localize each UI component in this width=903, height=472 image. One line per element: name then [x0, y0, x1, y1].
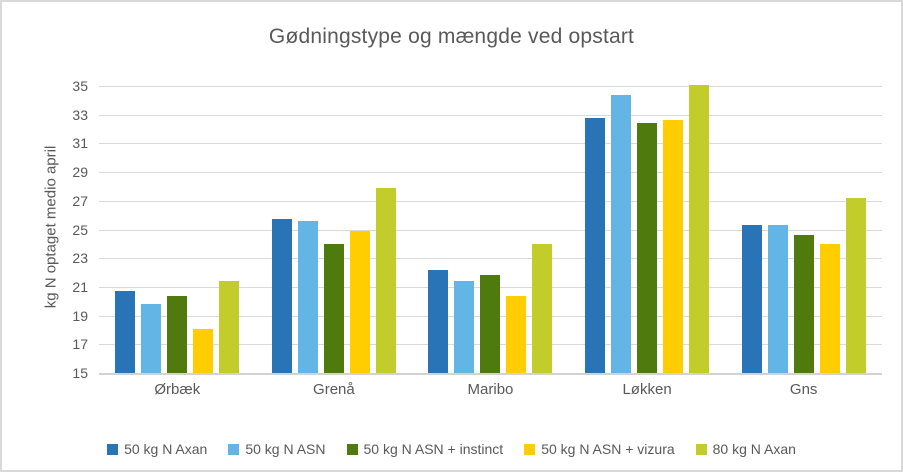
- gridline: [99, 229, 882, 231]
- legend-swatch-icon: [695, 443, 707, 455]
- bar-groups: [99, 84, 882, 373]
- bar: [323, 243, 344, 373]
- legend-item: 50 kg N Axan: [107, 441, 207, 457]
- x-axis-category-label: Maribo: [467, 381, 514, 398]
- gridline: [99, 172, 882, 174]
- legend-swatch-icon: [228, 443, 240, 455]
- y-tick-label: 25: [72, 221, 88, 238]
- bar: [663, 120, 684, 373]
- y-tick-label: 19: [72, 307, 88, 324]
- x-axis-category-label: Løkken: [622, 381, 672, 398]
- y-tick-label: 23: [72, 250, 88, 267]
- x-axis-labels: Ørbæk Grenå Maribo Løkken Gns: [99, 381, 882, 398]
- y-tick-label: 15: [72, 365, 88, 381]
- legend-item: 50 kg N ASN + vizura: [524, 441, 675, 457]
- gridline: [99, 200, 882, 202]
- y-tick-label: 17: [72, 336, 88, 353]
- bar: [454, 281, 475, 373]
- bar: [193, 328, 214, 373]
- bar: [585, 117, 606, 373]
- y-tick-label: 21: [72, 278, 88, 295]
- bar: [767, 225, 788, 373]
- legend-label: 50 kg N ASN: [245, 441, 326, 457]
- bar: [480, 275, 501, 373]
- legend-swatch-icon: [524, 443, 536, 455]
- bar: [637, 123, 658, 373]
- y-tick-label: 31: [72, 135, 88, 152]
- bar: [819, 243, 840, 373]
- bar-group: [725, 86, 882, 373]
- bar: [219, 281, 240, 373]
- bar-group: [569, 84, 726, 373]
- bar: [845, 197, 866, 373]
- gridline: [99, 86, 882, 87]
- gridline: [99, 258, 882, 260]
- legend-label: 80 kg N Axan: [712, 441, 796, 457]
- y-tick-label: 33: [72, 106, 88, 123]
- bar: [428, 269, 449, 373]
- x-axis-category-label: Gns: [789, 381, 818, 398]
- bar: [375, 187, 396, 373]
- chart-title: Gødningstype og mængde ved opstart: [268, 25, 635, 48]
- bar: [167, 295, 188, 373]
- bar: [349, 230, 370, 373]
- bar: [115, 291, 136, 373]
- legend-item: 50 kg N ASN + instinct: [346, 441, 504, 457]
- bar-group: [256, 86, 413, 373]
- bar: [611, 94, 632, 373]
- x-axis-category-label: Ørbæk: [154, 381, 201, 398]
- bar: [297, 220, 318, 373]
- legend: 50 kg N Axan 50 kg N ASN 50 kg N ASN + ins…: [2, 441, 901, 457]
- gridline: [99, 114, 882, 116]
- legend-label: 50 kg N ASN + vizura: [541, 441, 675, 457]
- bar: [141, 304, 162, 373]
- legend-swatch-icon: [107, 443, 119, 455]
- legend-label: 50 kg N Axan: [124, 441, 208, 457]
- bar: [689, 84, 710, 373]
- legend-item: 80 kg N Axan: [695, 441, 796, 457]
- bar: [271, 219, 292, 373]
- plot-area: [99, 84, 882, 375]
- bar: [741, 225, 762, 373]
- y-tick-label: 29: [72, 164, 88, 181]
- x-axis-category-label: Grenå: [313, 381, 355, 398]
- bar: [506, 295, 527, 373]
- bar: [793, 235, 814, 373]
- legend-item: 50 kg N ASN: [228, 441, 326, 457]
- y-tick-label: 35: [72, 78, 88, 94]
- bar-group: [99, 86, 256, 373]
- gridline: [99, 143, 882, 145]
- bar-group: [412, 86, 569, 373]
- legend-swatch-icon: [346, 443, 358, 455]
- y-tick-label: 27: [72, 192, 88, 209]
- bar: [532, 243, 553, 373]
- y-axis-ticks: 15 17 19 21 23 25 27 29 31 33 35: [2, 78, 88, 381]
- legend-label: 50 kg N ASN + instinct: [363, 441, 504, 457]
